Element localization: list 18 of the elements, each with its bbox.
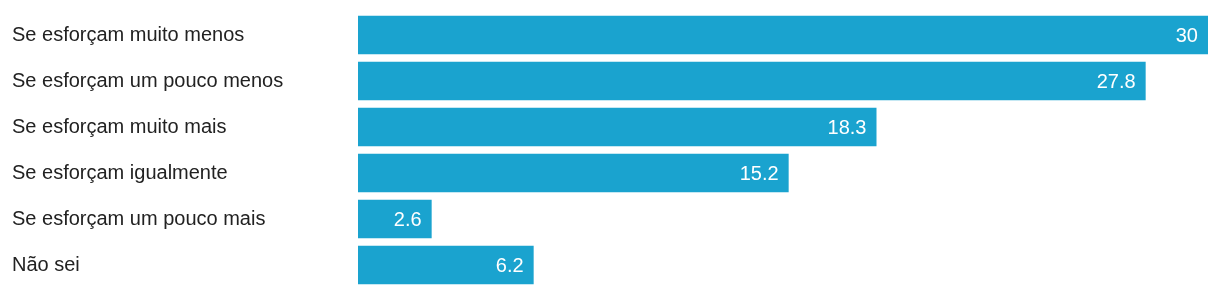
bar	[358, 199, 432, 239]
data-label: 6.2	[495, 253, 524, 276]
y-tick-label: Não sei	[12, 252, 80, 275]
y-tick-label: Se esforçam um pouco mais	[12, 206, 266, 229]
bar	[358, 15, 1208, 55]
bar	[358, 61, 1146, 101]
bar	[358, 153, 789, 193]
y-tick-label: Se esforçam igualmente	[12, 160, 228, 183]
data-label: 2.6	[393, 207, 422, 230]
y-tick-label: Se esforçam um pouco menos	[12, 68, 284, 91]
data-label: 15.2	[739, 161, 779, 184]
data-label: 30	[1175, 23, 1198, 46]
bar	[358, 107, 877, 147]
y-tick-label: Se esforçam muito menos	[12, 22, 245, 45]
data-label: 18.3	[827, 115, 867, 138]
y-tick-label: Se esforçam muito mais	[12, 114, 227, 137]
bar	[358, 245, 534, 285]
data-label: 27.8	[1096, 69, 1136, 92]
